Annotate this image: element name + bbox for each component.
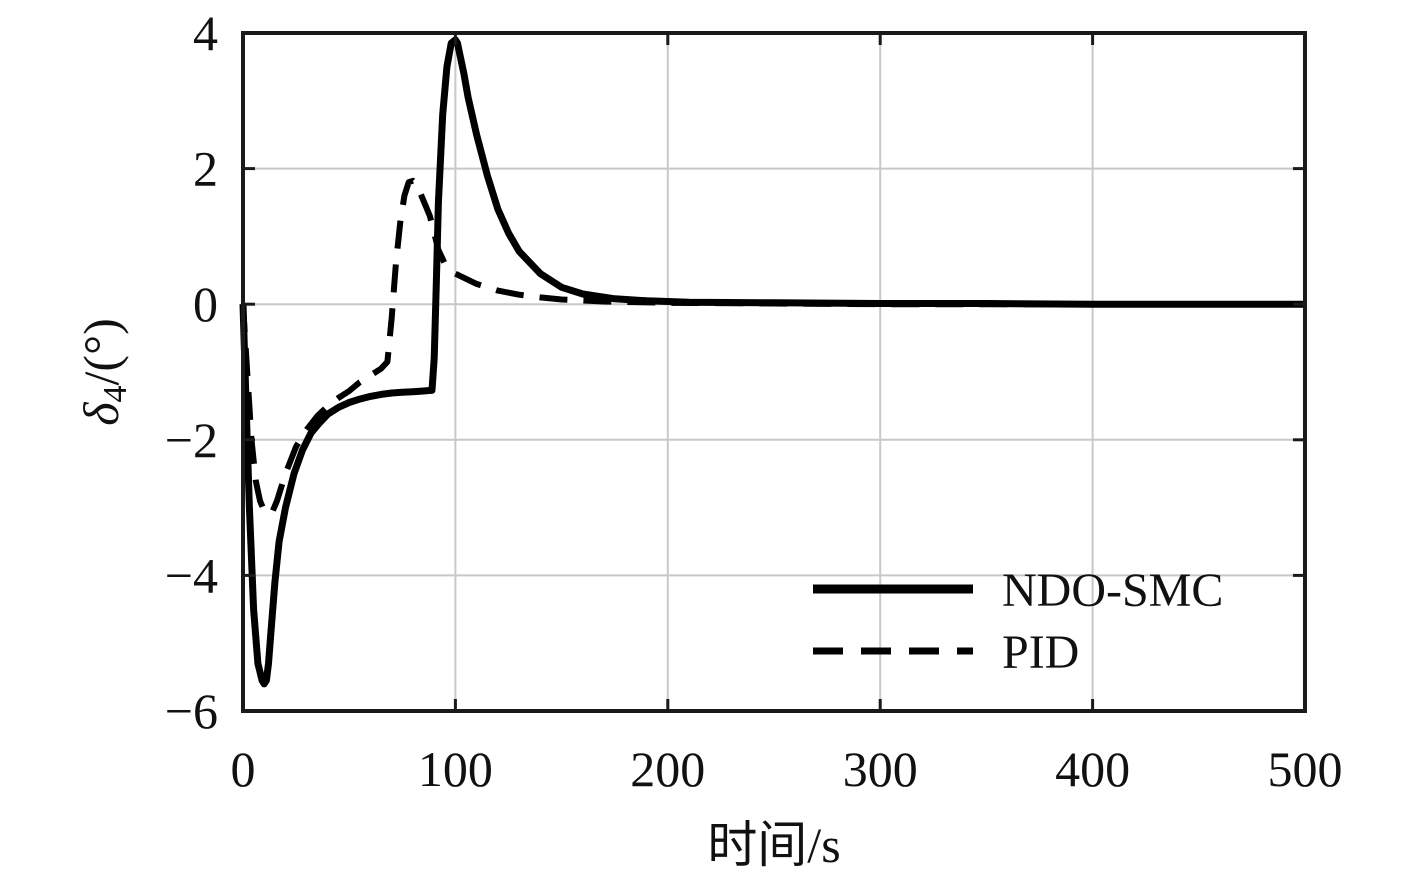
y-tick-label: −6 xyxy=(165,683,218,739)
series-layer xyxy=(239,36,1305,688)
x-axis-label: 时间/s xyxy=(707,817,840,873)
y-axis-label: δ4/(°) xyxy=(73,318,134,425)
y-tick-labels: 4 2 0 −2 −4 −6 xyxy=(165,5,218,739)
y-axis-label-symbol: δ xyxy=(73,402,129,426)
x-tick-labels: 0 100 200 300 400 500 xyxy=(231,741,1343,797)
series-line-pid xyxy=(240,177,1305,518)
y-tick-label: −4 xyxy=(165,547,218,603)
y-tick-label: 4 xyxy=(193,5,218,61)
legend: NDO-SMC PID xyxy=(813,564,1223,679)
x-tick-label: 400 xyxy=(1055,741,1130,797)
x-tick-label: 500 xyxy=(1268,741,1343,797)
x-tick-label: 100 xyxy=(418,741,493,797)
y-tick-label: 2 xyxy=(193,141,218,197)
y-tick-label: 0 xyxy=(193,276,218,332)
ticks xyxy=(241,31,1307,713)
y-axis-label-unit: /(°) xyxy=(73,318,129,385)
plot-frame xyxy=(241,31,1307,713)
legend-label-pid: PID xyxy=(1002,626,1079,679)
series-line-ndo-smc xyxy=(239,36,1305,688)
legend-label-ndo-smc: NDO-SMC xyxy=(1002,564,1223,617)
x-tick-label: 300 xyxy=(843,741,918,797)
x-tick-label: 0 xyxy=(231,741,256,797)
y-tick-label: −2 xyxy=(165,412,218,468)
x-tick-label: 200 xyxy=(630,741,705,797)
y-axis-label-subscript: 4 xyxy=(97,385,134,402)
